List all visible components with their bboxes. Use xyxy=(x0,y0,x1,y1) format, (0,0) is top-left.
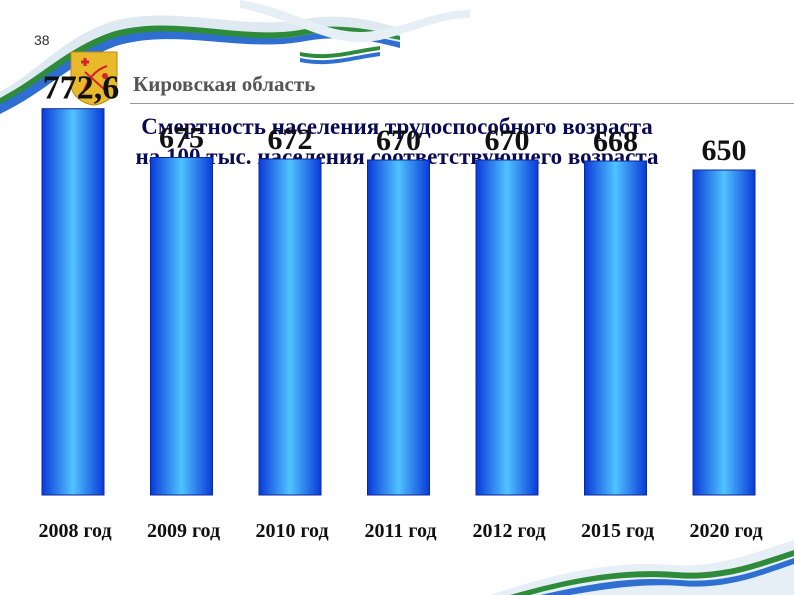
decorative-ribbon-bottom xyxy=(490,540,794,595)
bar-value-label-4: 670 xyxy=(485,124,530,157)
category-label-6: 2020 год xyxy=(689,520,762,542)
bar-value-label-3: 670 xyxy=(376,124,421,157)
page-number: 38 xyxy=(34,32,50,48)
header-divider xyxy=(130,103,794,104)
bar-5 xyxy=(584,160,647,496)
bar-2 xyxy=(258,158,322,496)
bar-value-label-0: 772,6 xyxy=(43,70,120,107)
category-label-1: 2009 год xyxy=(147,520,220,542)
coat-of-arms-emblem xyxy=(70,51,118,106)
category-label-5: 2015 год xyxy=(581,520,654,542)
bar-value-label-6: 650 xyxy=(702,134,747,167)
bar-1 xyxy=(150,157,213,496)
bar-value-label-5: 668 xyxy=(593,125,638,158)
bar-4 xyxy=(475,159,539,496)
bar-value-label-2: 672 xyxy=(268,123,313,156)
category-label-2: 2010 год xyxy=(255,520,328,542)
bar-0 xyxy=(41,108,105,496)
category-label-3: 2011 год xyxy=(364,520,436,542)
bar-3 xyxy=(367,159,430,496)
chart-title-line-1: Смертность населения трудоспособного воз… xyxy=(141,114,653,139)
bar-value-label-1: 675 xyxy=(159,122,204,155)
bar-6 xyxy=(692,169,756,496)
category-label-4: 2012 год xyxy=(472,520,545,542)
category-label-0: 2008 год xyxy=(38,520,111,542)
region-title: Кировская область xyxy=(133,72,316,96)
